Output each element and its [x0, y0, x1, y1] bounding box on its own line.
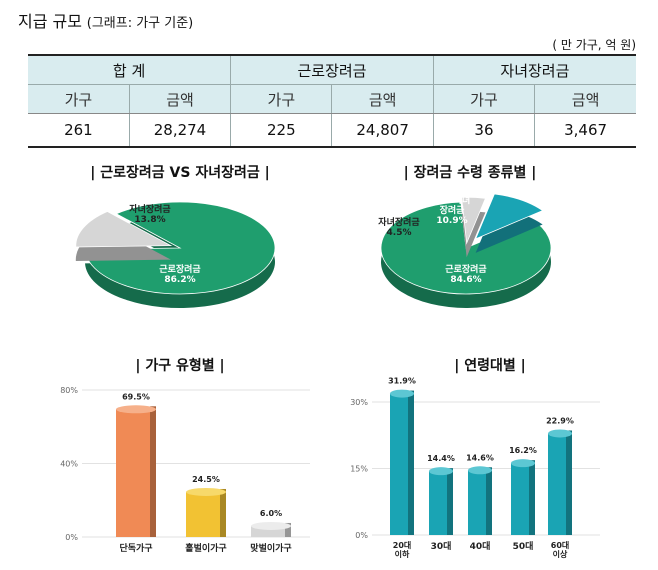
bar1-bar-value: 69.5%: [122, 392, 150, 401]
bar1-bar-value: 24.5%: [192, 475, 220, 484]
title-subtitle: (그래프: 가구 기준): [86, 16, 194, 31]
page-title: 지급 규모 (그래프: 가구 기준): [18, 8, 193, 32]
pie1-slice-value: 86.2%: [164, 275, 195, 285]
bar2-category-label: 이상: [553, 549, 568, 559]
unit-note: ( 만 가구, 억 원): [552, 38, 636, 52]
bar2-bar-value: 31.9%: [388, 377, 416, 386]
bar2-category-label: 50대: [513, 540, 534, 552]
bar2-bar-value: 14.4%: [427, 454, 455, 463]
bar2-bar-cap: [390, 389, 414, 398]
bar1-bar-side: [285, 522, 291, 537]
bar2-bar-side: [408, 390, 414, 535]
pie2-slice-value: 84.6%: [450, 275, 481, 285]
bar2-bar-side: [529, 460, 535, 535]
pie2-slice: [461, 196, 486, 245]
bar2-category-label: 이하: [395, 549, 410, 559]
bar2-bar-cap: [548, 429, 572, 438]
pie2-slice-label: 장려금: [440, 204, 466, 216]
pie2-slice: [474, 193, 544, 240]
bar1-category-label: 단독가구: [119, 542, 152, 554]
pie2-slice-label: 근로·자녀: [434, 194, 471, 206]
table-group-row: 합 계 근로장려금 자녀장려금: [28, 54, 636, 85]
chart-title-pie-1: | 근로장려금 VS 자녀장려금 |: [90, 165, 270, 181]
bar1-ytick-label: 40%: [60, 460, 78, 469]
bar1-bar: [116, 409, 150, 537]
chart-title-bar-2: | 연령대별 |: [454, 358, 526, 374]
bar2-category-label: 30대: [431, 540, 452, 552]
bar2-bar: [390, 393, 408, 535]
bar2-bar-side: [447, 468, 453, 535]
bar2-ytick-label: 0%: [355, 531, 368, 540]
table-cell: 28,274: [128, 113, 232, 148]
bar2-bar-value: 22.9%: [546, 416, 574, 425]
subheader: 가구: [432, 84, 536, 114]
group-child-incentive: 자녀장려금: [432, 54, 636, 85]
pie2-slice-label: 근로장려금: [445, 263, 487, 275]
bar1-bar-side: [150, 406, 156, 537]
bar2-bar-side: [486, 467, 492, 535]
pie1-slice: [84, 201, 276, 295]
table-cell: 24,807: [331, 113, 434, 148]
bar2-bar: [511, 463, 529, 535]
pie2-slice-value: 4.5%: [387, 228, 412, 238]
bar2-bar: [429, 471, 447, 535]
bar2-bar-cap: [429, 467, 453, 476]
group-work-incentive: 근로장려금: [230, 54, 434, 85]
pie1-slice-label: 자녀장려금: [129, 203, 171, 215]
bar1-bar: [251, 525, 285, 537]
pie1-slice: [75, 211, 173, 248]
pie1-slice-label: 근로장려금: [159, 263, 201, 275]
bar2-ytick-label: 30%: [350, 398, 368, 407]
bar1-category-label: 홑벌이가구: [185, 542, 226, 554]
subheader: 가구: [230, 84, 333, 114]
bar1-ytick-label: 0%: [65, 533, 78, 542]
table-cell: 3,467: [534, 113, 636, 148]
bar2-bar-cap: [511, 459, 535, 468]
bar1-ytick-label: 80%: [60, 386, 78, 395]
bar1-bar-cap: [186, 487, 226, 496]
title-main: 지급 규모: [18, 12, 82, 31]
bar1-bar: [186, 491, 220, 537]
bar2-category-label: 20대: [393, 540, 412, 550]
pie2-slice-value: 10.9%: [436, 216, 467, 226]
bar1-bar-cap: [116, 405, 156, 414]
bar2-bar-side: [566, 430, 572, 535]
bar2-bar: [548, 433, 566, 535]
bar2-bar-cap: [468, 466, 492, 475]
bar2-bar: [468, 470, 486, 535]
bar2-category-label: 60대: [551, 540, 570, 550]
bar2-ytick-label: 15%: [350, 465, 368, 474]
table-cell: 261: [28, 113, 130, 148]
bar2-category-label: 40대: [470, 540, 491, 552]
bar1-category-label: 맞벌이가구: [250, 542, 291, 554]
subheader: 가구: [28, 84, 130, 114]
chart-title-pie-2: | 장려금 수령 종류별 |: [403, 165, 537, 181]
pie2-slice-label: 자녀장려금: [378, 216, 420, 228]
summary-table: 합 계 근로장려금 자녀장려금 가구 금액 가구 금액 가구 금액 261 28…: [28, 54, 636, 148]
chart-title-bar-1: | 가구 유형별 |: [135, 358, 225, 374]
table-cell: 36: [432, 113, 536, 148]
bar2-bar-value: 14.6%: [466, 453, 494, 462]
pie1-slice-value: 13.8%: [134, 215, 165, 225]
table-subheader-row: 가구 금액 가구 금액 가구 금액: [28, 84, 636, 114]
bar2-bar-value: 16.2%: [509, 446, 537, 455]
bar1-bar-cap: [251, 521, 291, 530]
table-cell: 225: [230, 113, 333, 148]
subheader: 금액: [128, 84, 232, 114]
subheader: 금액: [534, 84, 636, 114]
bar1-bar-side: [220, 488, 226, 537]
group-total: 합 계: [28, 54, 232, 85]
table-row: 261 28,274 225 24,807 36 3,467: [28, 113, 636, 148]
bar1-bar-value: 6.0%: [260, 509, 282, 518]
